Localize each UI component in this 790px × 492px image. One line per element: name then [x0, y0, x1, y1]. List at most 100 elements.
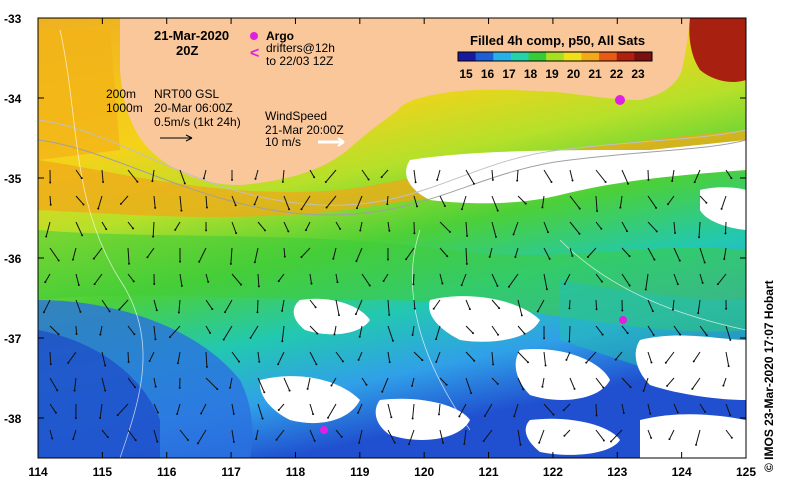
depth-contour-1000m [38, 139, 746, 216]
current-arrow [309, 299, 316, 308]
current-arrow [333, 325, 337, 335]
depth-contour-200m [38, 119, 746, 206]
current-arrow [127, 351, 130, 363]
current-arrow [127, 273, 135, 282]
current-arrow [723, 247, 727, 260]
current-arrow [197, 429, 207, 444]
current-arrow [667, 195, 675, 205]
lat-tick-label: -37 [4, 332, 22, 346]
current-arrow [117, 403, 129, 416]
current-arrow [647, 403, 651, 414]
current-arrow [301, 247, 311, 258]
lon-tick-label: 116 [157, 465, 177, 479]
lat-tick-label: -38 [4, 412, 22, 426]
current-arrow [465, 299, 471, 310]
current-arrow [75, 325, 78, 335]
lat-tick-label: -36 [4, 252, 22, 266]
current-arrow [257, 221, 266, 231]
current-arrow [174, 221, 181, 231]
current-arrow [178, 299, 181, 313]
current-arrow [231, 221, 237, 234]
current-arrow [671, 169, 675, 182]
current-arrow [595, 377, 604, 388]
current-arrow [147, 247, 155, 258]
depth-200-label: 200m [106, 87, 136, 101]
current-arrow [179, 195, 182, 211]
current-arrow [564, 273, 571, 285]
current-arrow [461, 195, 467, 210]
current-arrow [673, 273, 679, 285]
current-arrow [281, 325, 285, 342]
current-arrow [254, 247, 259, 263]
current-arrow [327, 403, 337, 418]
wind-scale-label: 10 m/s [265, 135, 301, 149]
current-arrow [724, 221, 727, 234]
current-arrow [458, 403, 467, 417]
lat-tick-label: -35 [4, 172, 22, 186]
current-arrow [335, 221, 341, 230]
current-arrow [49, 403, 57, 414]
current-arrow [673, 221, 676, 234]
current-arrow [595, 195, 598, 211]
current-arrow [568, 299, 571, 309]
current-arrow [491, 299, 500, 309]
current-arrow [305, 221, 311, 231]
colorbar-swatch [458, 52, 477, 61]
current-arrow [152, 221, 155, 237]
current-arrow [127, 377, 136, 388]
current-arrow [673, 325, 681, 335]
current-arrow [205, 299, 213, 310]
colorbar-swatch [581, 52, 600, 61]
current-arrow [49, 351, 52, 365]
current-arrow [72, 247, 77, 260]
current-arrow [673, 403, 679, 413]
current-arrow [489, 247, 493, 258]
current-arrow [541, 377, 545, 387]
colorbar-title: Filled 4h comp, p50, All Sats [470, 33, 645, 48]
current-arrow [309, 325, 318, 334]
current-arrow [358, 429, 363, 444]
current-arrow [412, 325, 415, 336]
colorbar-tick-label: 21 [588, 67, 602, 81]
current-arrow [517, 377, 524, 390]
current-arrow [569, 169, 574, 181]
time-label: 20Z [176, 43, 198, 58]
sst-field [38, 18, 746, 458]
current-arrow [230, 247, 233, 264]
lat-tick-label: -33 [4, 12, 22, 26]
map-frame [37, 17, 747, 459]
current-arrow [359, 221, 363, 231]
current-arrow [326, 195, 337, 208]
current-arrow [231, 273, 242, 285]
current-arrow [725, 169, 732, 179]
current-arrow [569, 195, 581, 209]
current-arrow [179, 429, 189, 441]
current-arrow [621, 247, 630, 257]
current-arrow [72, 429, 77, 440]
current-arrow [610, 429, 623, 442]
current-arrow [101, 351, 106, 366]
current-arrow [283, 247, 286, 257]
current-arrow [205, 273, 209, 283]
current-arrow [49, 195, 52, 205]
current-arrow [67, 351, 77, 364]
current-arrow [491, 195, 499, 211]
lon-tick-label: 115 [93, 465, 113, 479]
current-arrow [413, 195, 418, 207]
current-arrow [465, 247, 468, 264]
current-arrow [153, 195, 156, 208]
current-arrow [621, 169, 629, 184]
colorbar-tick-label: 18 [524, 67, 538, 81]
current-arrow [517, 429, 521, 445]
current-arrow [276, 429, 285, 441]
colorbar-swatch [634, 52, 653, 61]
current-arrow [231, 195, 237, 206]
current-arrow [387, 429, 396, 443]
colorbar-tick-label: 17 [502, 67, 516, 81]
current-arrow [461, 273, 467, 286]
current-arrow [595, 429, 605, 441]
colorbar-tick-label: 16 [481, 67, 495, 81]
current-arrow [381, 377, 389, 392]
current-arrow [257, 273, 260, 287]
